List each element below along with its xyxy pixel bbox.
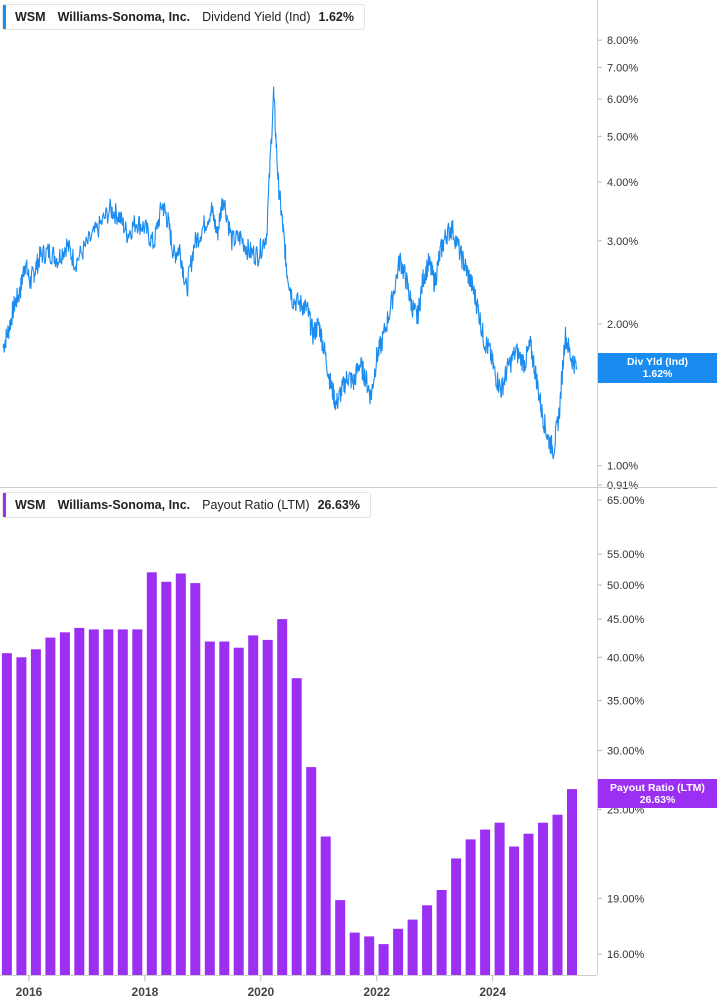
payout-ratio-bar	[146, 572, 157, 975]
payout-ratio-bar	[175, 573, 186, 975]
payout-ratio-bar	[523, 833, 534, 975]
dividend-yield-value-flag: Div Yld (Ind) 1.62%	[598, 353, 717, 383]
y-tick-label: 3.00%	[607, 236, 638, 248]
y-tick-label: 50.00%	[607, 580, 645, 592]
payout-ratio-bar	[16, 657, 27, 975]
legend-metric: Dividend Yield (Ind)	[202, 10, 311, 24]
y-tick-label: 4.00%	[607, 177, 638, 189]
payout-ratio-bar	[74, 627, 85, 975]
payout-ratio-bar	[364, 936, 375, 975]
legend-swatch	[3, 5, 6, 29]
y-tick-label: 16.00%	[607, 949, 645, 961]
payout-ratio-bar	[117, 629, 128, 975]
payout-ratio-bar	[262, 639, 273, 975]
legend-company: Williams-Sonoma, Inc.	[57, 498, 191, 512]
payout-ratio-panel: 65.00% 55.00% 50.00% 45.00% 40.00% 35.00% 30.0…	[1, 495, 645, 975]
x-tick-label: 2016	[16, 985, 43, 999]
payout-ratio-bar	[320, 836, 331, 975]
x-axis: 2016 2018 2020 2022 2024	[16, 975, 506, 999]
dividend-yield-legend: WSM Williams-Sonoma, Inc. Dividend Yield…	[2, 4, 365, 30]
payout-ratio-bar	[190, 583, 201, 975]
y-tick-label: 19.00%	[607, 893, 645, 905]
payout-ratio-bar	[567, 789, 577, 975]
payout-ratio-bar	[393, 928, 404, 975]
payout-ratio-bar	[59, 632, 70, 975]
y-tick-label: 40.00%	[607, 652, 645, 664]
y-tick-label: 7.00%	[607, 62, 638, 74]
flag-value: 26.63%	[639, 793, 676, 806]
payout-ratio-bar	[349, 932, 360, 975]
y-tick-label: 30.00%	[607, 745, 645, 757]
x-tick-label: 2024	[479, 985, 506, 999]
payout-ratio-bar	[233, 647, 244, 975]
y-tick-label: 8.00%	[607, 35, 638, 47]
payout-ratio-bar	[45, 637, 56, 975]
payout-ratio-bar	[407, 919, 418, 975]
payout-ratio-bar	[552, 814, 563, 975]
payout-ratio-bar	[103, 629, 114, 975]
legend-value: 26.63%	[317, 498, 360, 512]
y-tick-label: 2.00%	[607, 319, 638, 331]
x-tick-label: 2022	[363, 985, 390, 999]
payout-ratio-bar	[306, 767, 317, 975]
payout-ratio-bar	[204, 641, 215, 975]
legend-ticker: WSM	[15, 10, 46, 24]
payout-ratio-bar	[132, 629, 143, 975]
payout-ratio-bar	[30, 649, 41, 975]
payout-ratio-bar	[335, 900, 346, 975]
y-tick-label: 45.00%	[607, 614, 645, 626]
flag-label: Div Yld (Ind)	[626, 356, 689, 368]
payout-ratio-bar	[88, 629, 99, 975]
payout-ratio-bar	[291, 678, 302, 975]
payout-ratio-bar	[378, 944, 389, 975]
y-tick-label: 6.00%	[607, 94, 638, 106]
legend-ticker: WSM	[15, 498, 46, 512]
y-tick-label: 35.00%	[607, 696, 645, 708]
payout-ratio-bar	[494, 822, 505, 975]
payout-ratio-bar	[480, 829, 491, 975]
payout-ratio-bar	[509, 846, 520, 975]
legend-swatch	[3, 493, 6, 517]
flag-label: Payout Ratio (LTM)	[610, 781, 705, 794]
y-tick-label: 55.00%	[607, 549, 645, 561]
payout-ratio-bar	[436, 890, 447, 975]
dividend-yield-panel: 8.00% 7.00% 6.00% 5.00% 4.00% 3.00% 2.00% 1.00%…	[2, 35, 638, 492]
payout-ratio-bar	[538, 822, 548, 975]
x-tick-label: 2018	[132, 985, 159, 999]
x-tick-label: 2020	[247, 985, 274, 999]
payout-ratio-bar	[277, 619, 288, 975]
y-tick-label: 65.00%	[607, 495, 645, 507]
payout-ratio-bar	[219, 641, 230, 975]
y-tick-label: 0.91%	[607, 480, 638, 492]
payout-ratio-legend: WSM Williams-Sonoma, Inc. Payout Ratio (…	[2, 492, 371, 518]
payout-ratio-bar	[161, 581, 172, 975]
payout-ratio-bar	[422, 905, 433, 975]
y-tick-label: 1.00%	[607, 461, 638, 473]
flag-value: 1.62%	[642, 368, 673, 380]
dividend-yield-line	[2, 86, 578, 460]
legend-company: Williams-Sonoma, Inc.	[57, 10, 191, 24]
payout-ratio-value-flag: Payout Ratio (LTM) 26.63%	[598, 779, 717, 808]
legend-value: 1.62%	[318, 10, 354, 24]
payout-ratio-bar	[248, 635, 259, 975]
legend-metric: Payout Ratio (LTM)	[202, 498, 310, 512]
payout-ratio-bar	[1, 653, 12, 975]
payout-ratio-bar	[465, 839, 476, 975]
y-tick-label: 5.00%	[607, 131, 638, 143]
payout-ratio-bar	[451, 858, 462, 975]
